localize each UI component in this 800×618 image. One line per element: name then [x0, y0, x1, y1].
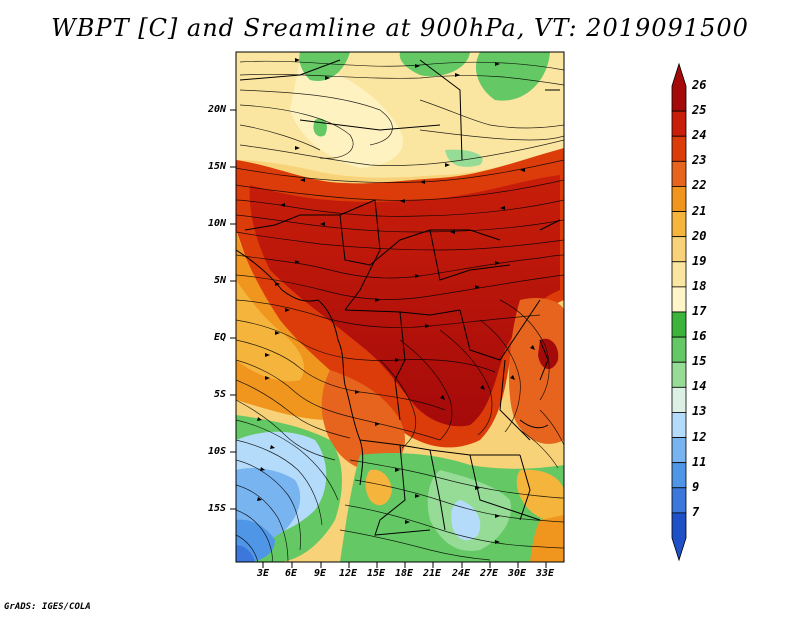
colorbar-swatch: [671, 512, 687, 562]
lat-label: 15S: [207, 503, 226, 514]
colorbar-label: 12: [692, 429, 707, 444]
lon-label: 27E: [480, 568, 499, 579]
lon-label: 30E: [508, 568, 527, 579]
colorbar-swatch: [671, 437, 687, 464]
colorbar-swatch: [671, 386, 687, 413]
streamlines: [236, 60, 564, 562]
colorbar-label: 19: [692, 253, 707, 268]
colorbar-swatch: [671, 286, 687, 313]
colorbar-label: 20: [692, 228, 707, 243]
colorbar-swatch: [671, 62, 687, 112]
lon-label: 24E: [452, 568, 471, 579]
lat-label: EQ: [213, 332, 226, 343]
colorbar-label: 14: [692, 379, 707, 394]
colorbar-swatch: [671, 110, 687, 137]
lat-label: 15N: [207, 161, 226, 172]
map-frame: [235, 51, 565, 563]
colorbar-swatch: [671, 261, 687, 288]
colorbar-label: 15: [692, 354, 707, 369]
wbpt-field: [236, 52, 564, 562]
lon-label: 3E: [257, 568, 270, 579]
lat-label: 10S: [207, 446, 226, 457]
axis-ticks: [230, 109, 547, 568]
country-borders: [236, 59, 561, 536]
streamline-arrows: [257, 58, 535, 544]
colorbar-label: 9: [692, 479, 700, 494]
lat-label: 5S: [213, 389, 226, 400]
lon-label: 9E: [314, 568, 327, 579]
colorbar-label: 25: [692, 103, 707, 118]
lon-label: 18E: [395, 568, 414, 579]
colorbar-label: 13: [692, 404, 707, 419]
colorbar-swatch: [671, 236, 687, 263]
lon-label: 15E: [367, 568, 386, 579]
lat-label: 10N: [207, 218, 226, 229]
colorbar-label: 24: [692, 128, 707, 143]
lon-label: 12E: [339, 568, 358, 579]
colorbar-label: 11: [692, 454, 707, 469]
colorbar-swatch: [671, 462, 687, 489]
colorbar-label: 26: [692, 78, 707, 92]
colorbar-label: 17: [692, 304, 707, 318]
colorbar-label: 18: [692, 278, 707, 293]
colorbar: [671, 62, 687, 562]
colorbar-swatch: [671, 311, 687, 338]
colorbar-swatch: [671, 135, 687, 162]
colorbar-label: 16: [692, 329, 707, 344]
lat-label: 20N: [207, 104, 226, 115]
colorbar-swatch: [671, 487, 687, 514]
colorbar-swatch: [671, 361, 687, 388]
map-title: WBPT [C] and Sreamline at 900hPa, VT: 20…: [51, 14, 749, 42]
colorbar-label: 23: [692, 153, 707, 168]
colorbar-swatch: [671, 160, 687, 187]
colorbar-swatch: [671, 412, 687, 438]
lat-label: 5N: [213, 275, 226, 286]
lon-label: 6E: [285, 568, 298, 579]
lon-label: 33E: [536, 568, 555, 579]
colorbar-label: 7: [692, 504, 700, 519]
credit-text: GrADS: IGES/COLA: [4, 602, 91, 612]
colorbar-swatch: [671, 186, 687, 212]
colorbar-swatch: [671, 336, 687, 363]
colorbar-label: 22: [692, 178, 707, 193]
colorbar-label: 21: [692, 203, 707, 218]
colorbar-swatch: [671, 211, 687, 238]
lon-label: 21E: [423, 568, 442, 579]
